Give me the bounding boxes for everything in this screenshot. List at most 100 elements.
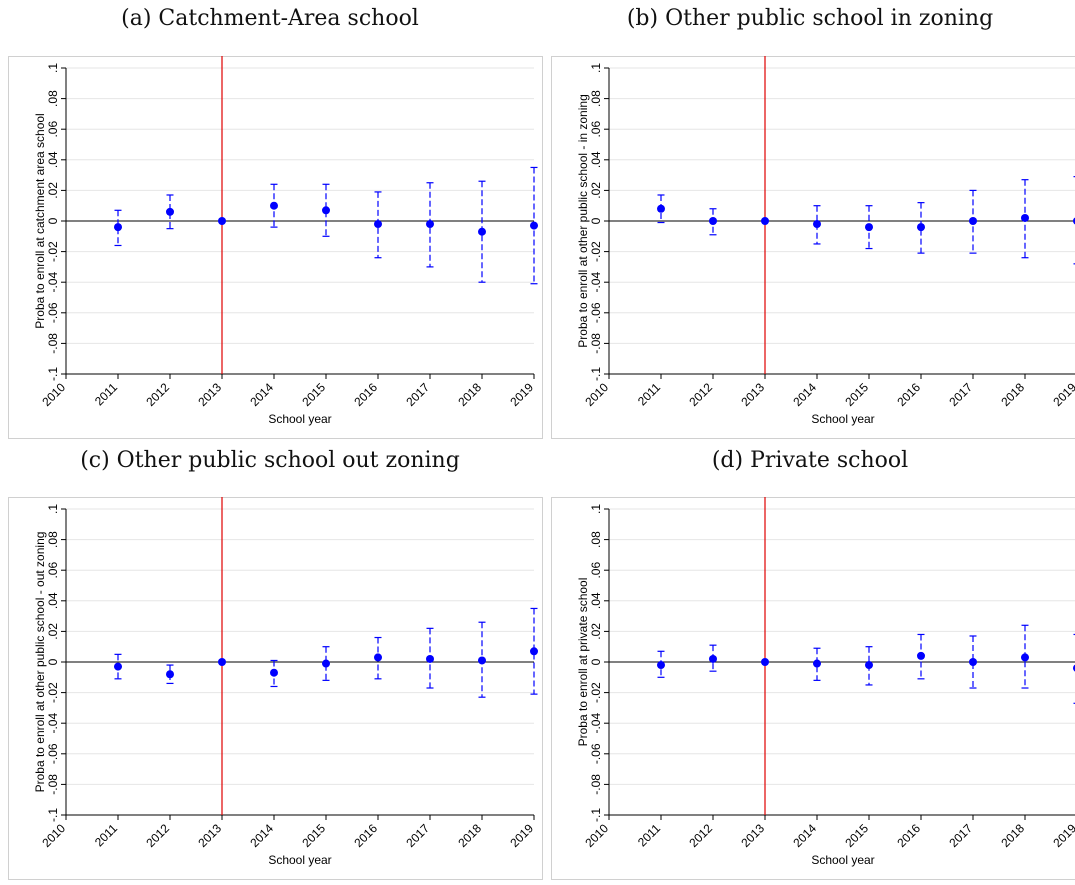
point-estimate <box>813 220 821 228</box>
y-tick-label: 0 <box>589 658 603 665</box>
point-estimate <box>218 217 226 225</box>
point-estimate <box>761 658 769 666</box>
point-estimate <box>761 217 769 225</box>
x-axis-title: School year <box>811 412 874 426</box>
y-tick-label: .04 <box>46 592 60 609</box>
chart-frame <box>552 57 1075 439</box>
point-estimate <box>530 647 538 655</box>
y-tick-label: -.06 <box>46 743 60 764</box>
y-tick-label: -.06 <box>46 302 60 323</box>
point-estimate <box>530 222 538 230</box>
point-estimate <box>218 658 226 666</box>
y-tick-label: .04 <box>46 151 60 168</box>
y-tick-label: -.02 <box>46 682 60 703</box>
point-estimate <box>478 656 486 664</box>
x-axis-title: School year <box>268 853 331 867</box>
y-tick-label: -.02 <box>589 682 603 703</box>
point-estimate <box>917 223 925 231</box>
y-tick-label: -.08 <box>589 774 603 795</box>
chart-frame <box>9 57 543 439</box>
point-estimate <box>114 223 122 231</box>
y-tick-label: .08 <box>589 90 603 107</box>
x-axis-title: School year <box>268 412 331 426</box>
chart-frame <box>9 498 543 880</box>
point-estimate <box>374 653 382 661</box>
chart-frame <box>552 498 1075 880</box>
point-estimate <box>917 652 925 660</box>
point-estimate <box>478 228 486 236</box>
y-tick-label: .1 <box>589 504 603 514</box>
y-tick-label: .1 <box>46 504 60 514</box>
point-estimate <box>426 655 434 663</box>
y-tick-label: -.04 <box>589 713 603 734</box>
y-tick-label: -.1 <box>589 367 603 381</box>
y-tick-label: 0 <box>46 217 60 224</box>
y-tick-label: -.1 <box>46 808 60 822</box>
y-tick-label: .02 <box>46 182 60 199</box>
y-axis-title: Proba to enroll at other public school -… <box>576 94 590 347</box>
point-estimate <box>709 217 717 225</box>
point-estimate <box>270 669 278 677</box>
y-tick-label: .08 <box>589 531 603 548</box>
y-tick-label: -.02 <box>589 241 603 262</box>
y-tick-label: -.08 <box>589 333 603 354</box>
y-tick-label: -.06 <box>589 302 603 323</box>
point-estimate <box>426 220 434 228</box>
y-tick-label: .02 <box>589 182 603 199</box>
point-estimate <box>1021 653 1029 661</box>
point-estimate <box>969 217 977 225</box>
caption-panel-d: (d) Private school <box>545 448 1075 473</box>
point-estimate <box>865 223 873 231</box>
y-tick-label: -.04 <box>46 272 60 293</box>
y-tick-label: -.04 <box>46 713 60 734</box>
y-tick-label: -.02 <box>46 241 60 262</box>
point-estimate <box>270 202 278 210</box>
point-estimate <box>969 658 977 666</box>
point-estimate <box>813 660 821 668</box>
y-tick-label: .04 <box>589 151 603 168</box>
y-tick-label: .06 <box>46 562 60 579</box>
y-tick-label: .1 <box>589 63 603 73</box>
caption-panel-b: (b) Other public school in zoning <box>545 6 1075 31</box>
y-axis-title: Proba to enroll at catchment area school <box>33 113 47 328</box>
y-tick-label: .02 <box>46 623 60 640</box>
x-axis-title: School year <box>811 853 874 867</box>
y-tick-label: .04 <box>589 592 603 609</box>
y-tick-label: .06 <box>589 562 603 579</box>
y-tick-label: -.08 <box>46 333 60 354</box>
point-estimate <box>709 655 717 663</box>
y-axis-title: Proba to enroll at private school <box>576 578 590 747</box>
y-tick-label: .08 <box>46 90 60 107</box>
y-tick-label: -.04 <box>589 272 603 293</box>
point-estimate <box>114 663 122 671</box>
y-tick-label: 0 <box>46 658 60 665</box>
y-tick-label: .06 <box>46 121 60 138</box>
y-tick-label: .08 <box>46 531 60 548</box>
y-tick-label: .1 <box>46 63 60 73</box>
y-axis-title: Proba to enroll at other public school -… <box>33 532 47 793</box>
point-estimate <box>322 660 330 668</box>
y-tick-label: 0 <box>589 217 603 224</box>
caption-panel-a: (a) Catchment-Area school <box>5 6 535 31</box>
y-tick-label: .02 <box>589 623 603 640</box>
point-estimate <box>322 206 330 214</box>
y-tick-label: -.08 <box>46 774 60 795</box>
caption-panel-c: (c) Other public school out zoning <box>5 448 535 473</box>
point-estimate <box>657 205 665 213</box>
y-tick-label: -.1 <box>46 367 60 381</box>
y-tick-label: -.06 <box>589 743 603 764</box>
point-estimate <box>166 670 174 678</box>
point-estimate <box>1021 214 1029 222</box>
point-estimate <box>657 661 665 669</box>
point-estimate <box>166 208 174 216</box>
point-estimate <box>374 220 382 228</box>
y-tick-label: .06 <box>589 121 603 138</box>
